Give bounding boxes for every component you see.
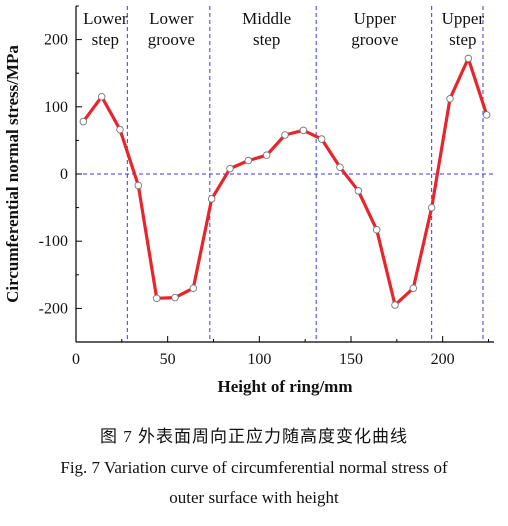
figure-caption-chinese: 图 7 外表面周向正应力随高度变化曲线 bbox=[100, 427, 408, 446]
region-label-line1: Upper bbox=[354, 9, 397, 28]
data-point bbox=[134, 181, 143, 190]
region-label-line2: step bbox=[92, 30, 119, 49]
region-label-line2: groove bbox=[148, 30, 195, 49]
data-point bbox=[299, 126, 308, 135]
data-point bbox=[427, 203, 436, 212]
region-label-line1: Lower bbox=[83, 9, 128, 28]
data-point bbox=[207, 195, 216, 203]
region-label-line2: step bbox=[253, 30, 280, 49]
data-point bbox=[372, 226, 381, 234]
data-point bbox=[97, 92, 106, 101]
figure-caption-english-line1: Fig. 7 Variation curve of circumferentia… bbox=[60, 458, 448, 477]
data-point bbox=[189, 284, 198, 292]
region-label-line1: Upper bbox=[442, 9, 485, 28]
data-point bbox=[391, 301, 399, 309]
data-point bbox=[116, 125, 124, 134]
data-point bbox=[464, 54, 473, 63]
data-point bbox=[317, 135, 326, 143]
data-point bbox=[281, 131, 289, 139]
y-tick-label: -100 bbox=[39, 233, 68, 250]
y-tick-label: 0 bbox=[60, 166, 68, 183]
data-point bbox=[171, 293, 179, 302]
region-label-line2: groove bbox=[351, 30, 398, 49]
y-tick-label: 200 bbox=[44, 32, 68, 49]
region-label-line2: step bbox=[449, 30, 476, 49]
x-tick-label: 50 bbox=[160, 351, 176, 368]
data-point bbox=[262, 151, 271, 159]
x-tick-label: 100 bbox=[247, 351, 271, 368]
data-point bbox=[354, 187, 363, 195]
data-point bbox=[79, 117, 88, 126]
data-point bbox=[226, 164, 234, 173]
data-point bbox=[409, 284, 418, 292]
x-axis-title: Height of ring/mm bbox=[217, 377, 352, 396]
region-label-line1: Lower bbox=[149, 9, 194, 28]
x-tick-label: 0 bbox=[72, 351, 80, 368]
data-point bbox=[482, 111, 491, 119]
data-point bbox=[244, 156, 253, 165]
region-label-line1: Middle bbox=[242, 9, 291, 28]
data-point bbox=[336, 163, 344, 172]
figure-caption-english-line2: outer surface with height bbox=[169, 488, 339, 507]
data-point bbox=[446, 94, 454, 103]
x-tick-label: 150 bbox=[339, 351, 363, 368]
stress-chart: 0 50 100 150 200 -200 -100 0 100 200 Height of rin… bbox=[3, 5, 494, 396]
y-tick-label: 100 bbox=[44, 99, 68, 116]
stress-series-line bbox=[81, 56, 489, 307]
x-tick-label: 200 bbox=[431, 351, 455, 368]
data-point bbox=[152, 294, 161, 303]
y-axis-title: Circumferential normal stress/MPa bbox=[3, 45, 22, 303]
y-tick-label: -200 bbox=[39, 300, 68, 317]
